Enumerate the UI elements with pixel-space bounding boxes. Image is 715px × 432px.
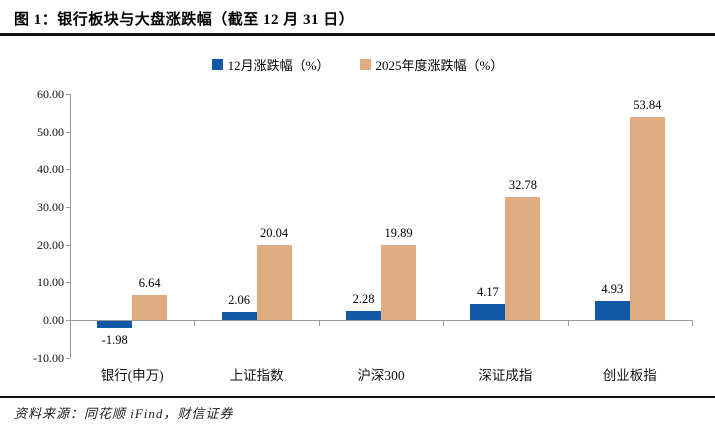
bar-value-label: 2.28 bbox=[352, 292, 375, 307]
legend-swatch-december bbox=[211, 59, 223, 70]
y-tick-label: 60.00 bbox=[37, 87, 64, 101]
bar-december bbox=[470, 304, 506, 320]
source-note: 资料来源：同花顺 iFind，财信证券 bbox=[14, 406, 234, 421]
y-tick-label: 50.00 bbox=[37, 124, 64, 139]
x-axis-tick bbox=[70, 320, 71, 326]
bar-annual bbox=[381, 245, 416, 320]
bar-december bbox=[221, 312, 257, 320]
legend-label-annual: 2025年度涨跌幅（%） bbox=[375, 58, 504, 73]
bar-value-label: 20.04 bbox=[260, 225, 289, 240]
legend-swatch-annual bbox=[359, 59, 371, 70]
y-axis-tick bbox=[66, 94, 70, 95]
category-label: 银行(申万) bbox=[100, 367, 164, 383]
y-tick-label: 10.00 bbox=[37, 275, 64, 290]
x-axis-tick bbox=[567, 320, 569, 326]
category-label: 沪深300 bbox=[357, 367, 405, 383]
y-axis-tick bbox=[66, 169, 70, 171]
bar-value-label: 4.93 bbox=[601, 282, 624, 297]
y-tick-label: 0.00 bbox=[43, 313, 64, 327]
x-axis-tick bbox=[318, 320, 320, 326]
bar-value-label: 4.17 bbox=[476, 285, 499, 300]
y-axis-tick bbox=[66, 357, 70, 359]
x-axis-tick bbox=[194, 320, 196, 326]
bar-value-label: 19.89 bbox=[384, 226, 413, 241]
y-axis-tick bbox=[66, 282, 70, 284]
chart-legend: 12月涨跌幅（%） 2025年度涨跌幅（%） bbox=[0, 55, 715, 74]
bar-value-label: 2.06 bbox=[228, 293, 251, 308]
y-axis-tick bbox=[66, 207, 70, 208]
title-divider bbox=[0, 33, 715, 36]
x-axis-tick bbox=[692, 320, 693, 326]
legend-label-december: 12月涨跌幅（%） bbox=[227, 58, 330, 73]
category-label: 上证指数 bbox=[229, 367, 284, 383]
bar-annual bbox=[256, 244, 292, 320]
bar-annual bbox=[629, 117, 665, 320]
category-label: 创业板指 bbox=[602, 367, 657, 383]
x-axis-line bbox=[70, 320, 692, 321]
bar-value-label: 6.64 bbox=[138, 275, 161, 290]
bar-value-label: 53.84 bbox=[633, 98, 662, 113]
y-axis-tick bbox=[66, 244, 70, 246]
bar-december bbox=[97, 321, 133, 329]
source-divider bbox=[0, 396, 715, 398]
figure-title: 图 1：银行板块与大盘涨跌幅（截至 12 月 31 日） bbox=[14, 12, 355, 28]
bar-december bbox=[346, 311, 381, 320]
y-tick-label: 40.00 bbox=[37, 162, 64, 177]
y-axis-tick bbox=[66, 320, 70, 321]
y-axis-tick bbox=[66, 131, 70, 133]
x-axis-tick bbox=[443, 320, 445, 326]
y-axis-line bbox=[70, 94, 71, 358]
y-tick-label: 20.00 bbox=[37, 237, 64, 252]
y-tick-label: -10.00 bbox=[33, 350, 64, 365]
y-tick-label: 30.00 bbox=[37, 200, 64, 214]
category-label: 深证成指 bbox=[478, 367, 533, 383]
bar-value-label: 32.78 bbox=[508, 177, 537, 192]
legend-item-annual: 2025年度涨跌幅（%） bbox=[359, 55, 504, 74]
bar-value-label: -1.98 bbox=[101, 333, 128, 348]
legend-item-december: 12月涨跌幅（%） bbox=[211, 55, 330, 74]
bar-annual bbox=[505, 196, 541, 320]
bar-annual bbox=[132, 294, 168, 320]
bar-december bbox=[594, 301, 630, 320]
